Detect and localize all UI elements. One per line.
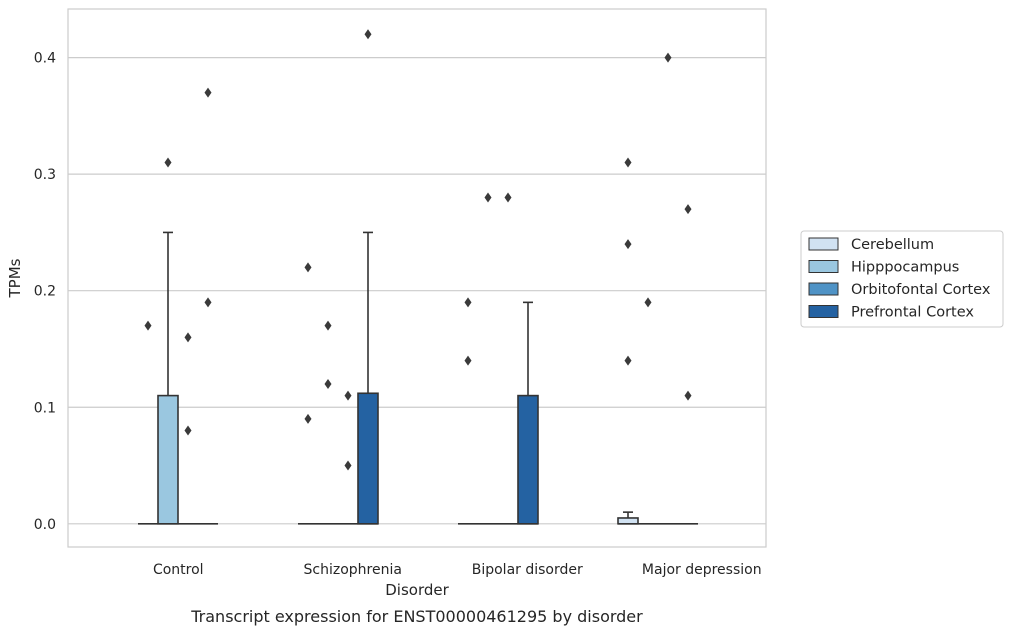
outlier-point [504, 192, 512, 203]
y-tick-label: 0.2 [34, 284, 56, 300]
legend-label: Orbitofontal Cortex [851, 282, 991, 298]
outlier-point [324, 320, 332, 331]
x-axis-label: Disorder [385, 581, 449, 599]
box-body [357, 392, 379, 525]
box-prefrontal-cortex [678, 204, 698, 525]
x-tick-label: Bipolar disorder [472, 562, 583, 578]
outlier-point [684, 390, 692, 401]
box-orbitofontal-cortex [658, 52, 678, 525]
outlier-point [304, 413, 312, 424]
legend: Cerebellum Hipppocampus Orbitofontal Corte… [800, 230, 1004, 328]
box-orbitofontal-cortex [178, 332, 198, 525]
legend-label: Cerebellum [851, 237, 934, 253]
x-tick-label: Major depression [642, 562, 762, 578]
outlier-point [144, 320, 152, 331]
box-body [617, 517, 639, 525]
outlier-point [364, 29, 372, 40]
box-hipppocampus [638, 297, 658, 525]
outlier-point [164, 157, 172, 168]
box-cerebellum [617, 157, 639, 525]
legend-swatch [808, 305, 839, 318]
outlier-point [664, 52, 672, 63]
box-cerebellum [458, 297, 478, 525]
box-prefrontal-cortex [357, 29, 379, 525]
boxes [138, 29, 698, 525]
legend-frame [800, 230, 1004, 328]
outlier-point [624, 239, 632, 250]
y-tick-label: 0.0 [34, 517, 56, 533]
y-axis-label: TPMs [6, 258, 24, 298]
outlier-point [204, 297, 212, 308]
plot-area-frame [67, 8, 767, 548]
legend-label: Prefrontal Cortex [851, 305, 974, 321]
outlier-point [624, 355, 632, 366]
box-hipppocampus [318, 320, 338, 525]
outlier-point [484, 192, 492, 203]
outlier-point [204, 87, 212, 98]
legend-swatch [808, 237, 839, 251]
outlier-point [644, 297, 652, 308]
box-body [517, 394, 539, 525]
outlier-point [624, 157, 632, 168]
legend-label: Hipppocampus [851, 260, 959, 276]
outlier-point [344, 390, 352, 401]
x-tick-label: Schizophrenia [304, 562, 402, 578]
box-hipppocampus [157, 157, 179, 525]
outlier-point [344, 460, 352, 471]
box-orbitofontal-cortex [338, 390, 358, 525]
box-prefrontal-cortex [198, 87, 218, 525]
chart-caption: Transcript expression for ENST0000046129… [190, 607, 643, 626]
outlier-point [184, 425, 192, 436]
x-tick-labels: Control Schizophrenia Bipolar disorder Majo… [153, 562, 762, 578]
box-hipppocampus [478, 192, 498, 525]
x-tick-label: Control [153, 562, 204, 578]
outlier-point [324, 378, 332, 389]
outlier-point [184, 332, 192, 343]
box-cerebellum [138, 320, 158, 525]
outlier-point [464, 297, 472, 308]
outlier-point [464, 355, 472, 366]
y-tick-label: 0.3 [34, 167, 56, 183]
y-tick-label: 0.1 [34, 400, 56, 416]
box-orbitofontal-cortex [498, 192, 518, 525]
box-body [157, 394, 179, 525]
y-tick-label: 0.4 [34, 51, 56, 67]
box-cerebellum [298, 262, 318, 525]
legend-swatch [808, 282, 839, 296]
box-prefrontal-cortex [517, 301, 539, 525]
legend-swatch [808, 260, 839, 273]
y-tick-labels: 0.0 0.1 0.2 0.3 0.4 [34, 51, 56, 533]
outlier-point [304, 262, 312, 273]
outlier-point [684, 204, 692, 215]
